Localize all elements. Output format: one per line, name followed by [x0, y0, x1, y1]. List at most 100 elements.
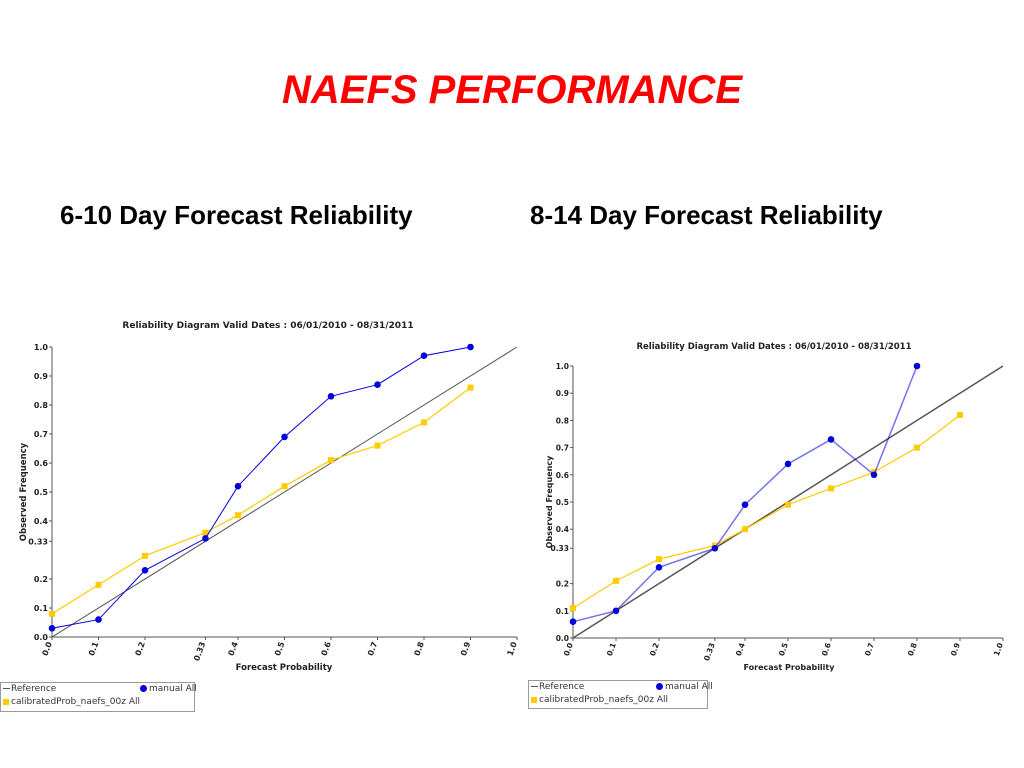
manual-point — [95, 616, 102, 623]
legend-reference-label: Reference — [539, 682, 585, 692]
calibrated-point — [95, 581, 102, 588]
legend-calibrated: calibratedProb_naefs_00z All — [3, 697, 140, 707]
chart-legend-left: Reference manual All calibratedProb_naef… — [0, 682, 197, 712]
reference-line-key — [3, 688, 10, 689]
y-tick-label: 1.0 — [556, 362, 569, 371]
calibrated-point — [281, 483, 288, 490]
y-tick-label: 0.8 — [34, 401, 49, 410]
legend-manual: manual All — [140, 684, 197, 694]
manual-point — [48, 625, 56, 632]
y-tick-label: 0.6 — [34, 459, 49, 468]
manual-point — [784, 460, 792, 468]
legend-calibrated-label: calibratedProb_naefs_00z All — [539, 695, 668, 705]
legend-calibrated-label: calibratedProb_naefs_00z All — [11, 697, 140, 707]
legend-reference: Reference — [3, 684, 56, 694]
x-tick-label: 0.33 — [192, 641, 207, 663]
manual-series-line — [51, 346, 471, 629]
manual-point — [374, 381, 381, 389]
calibrated-point — [374, 442, 381, 449]
y-tick-label: 0.1 — [34, 604, 49, 613]
calibrated-series-line — [51, 387, 471, 615]
legend-reference: Reference — [531, 682, 584, 692]
calibrated-point — [142, 552, 148, 559]
calibrated-point — [785, 501, 791, 508]
calibrated-point — [742, 526, 748, 533]
y-tick-label: 0.0 — [556, 634, 569, 643]
y-tick-label: 0.4 — [556, 525, 569, 534]
manual-point — [870, 471, 878, 479]
calibrated-square-key — [3, 698, 9, 705]
y-tick-label: 0.8 — [556, 416, 569, 425]
subtitle-right: 8-14 Day Forecast Reliability — [530, 200, 883, 230]
manual-dot-key — [140, 685, 147, 692]
manual-point — [281, 433, 288, 441]
manual-point — [467, 343, 474, 351]
manual-series-line — [572, 365, 918, 623]
y-tick-label: 0.7 — [556, 444, 569, 453]
y-tick-label: 0.2 — [556, 580, 569, 589]
x-tick-label: 0.0 — [562, 642, 575, 658]
reference-line-key — [531, 686, 538, 687]
x-tick-label: 0.2 — [648, 642, 661, 658]
calibrated-point — [202, 529, 209, 536]
manual-point — [420, 352, 428, 360]
manual-point — [612, 607, 620, 615]
x-tick-label: 0.0 — [41, 640, 54, 657]
x-tick-label: 0.8 — [906, 642, 919, 658]
x-tick-label: 0.1 — [87, 640, 100, 657]
x-tick-label: 1.0 — [992, 642, 1005, 658]
x-tick-label: 0.1 — [605, 642, 618, 658]
subtitle-left: 6-10 Day Forecast Reliability — [60, 200, 413, 230]
calibrated-series-line — [572, 414, 961, 609]
y-tick-label: 0.6 — [556, 471, 569, 480]
legend-manual-label: manual All — [149, 684, 197, 694]
x-tick-label: 0.4 — [227, 640, 240, 657]
manual-point — [569, 618, 577, 625]
legend-manual-label: manual All — [665, 682, 713, 692]
y-tick-label: 0.5 — [556, 498, 569, 507]
chart-title: Reliability Diagram Valid Dates : 06/01/… — [636, 342, 911, 352]
x-tick-label: 0.5 — [777, 642, 790, 658]
y-tick-label: 0.5 — [34, 488, 49, 497]
y-tick-label: 0.2 — [34, 575, 48, 584]
manual-point — [655, 563, 663, 571]
x-tick-label: 0.7 — [863, 642, 876, 658]
x-tick-label: 0.4 — [734, 642, 747, 658]
manual-point — [234, 482, 242, 490]
chart-legend-right: Reference manual All calibratedProb_naef… — [528, 680, 713, 709]
x-tick-label: 0.2 — [134, 641, 147, 657]
calibrated-point — [570, 605, 576, 612]
manual-dot-key — [656, 683, 663, 690]
manual-point — [741, 501, 749, 509]
y-axis-label: Observed Frequency — [19, 442, 29, 541]
manual-point — [913, 362, 921, 370]
calibrated-square-key — [531, 696, 537, 703]
legend-calibrated: calibratedProb_naefs_00z All — [531, 695, 668, 705]
slide-title: NAEFS PERFORMANCE — [281, 68, 743, 112]
x-tick-label: 0.7 — [366, 641, 379, 657]
manual-point — [327, 393, 335, 400]
y-tick-label: 0.33 — [550, 544, 569, 553]
calibrated-point — [467, 384, 474, 391]
calibrated-point — [828, 485, 834, 492]
x-tick-label: 0.5 — [273, 640, 286, 657]
chart-title: Reliability Diagram Valid Dates : 06/01/… — [122, 321, 413, 331]
calibrated-point — [613, 577, 619, 584]
y-tick-label: 0.33 — [28, 537, 48, 546]
calibrated-point — [421, 419, 427, 426]
manual-point — [827, 436, 835, 443]
x-tick-label: 0.33 — [702, 642, 717, 662]
legend-manual: manual All — [656, 682, 713, 692]
y-tick-label: 0.4 — [34, 517, 49, 526]
legend-reference-label: Reference — [11, 684, 57, 694]
y-tick-label: 1.0 — [34, 343, 49, 352]
y-axis-label: Observed Frequency — [545, 455, 554, 548]
calibrated-point — [235, 512, 241, 519]
x-tick-label: 0.6 — [320, 640, 333, 657]
y-tick-label: 0.9 — [556, 389, 569, 398]
calibrated-point — [957, 411, 963, 418]
x-axis-label: Forecast Probability — [236, 663, 333, 673]
calibrated-point — [914, 444, 920, 451]
x-tick-label: 0.9 — [949, 642, 962, 658]
manual-point — [202, 535, 209, 542]
